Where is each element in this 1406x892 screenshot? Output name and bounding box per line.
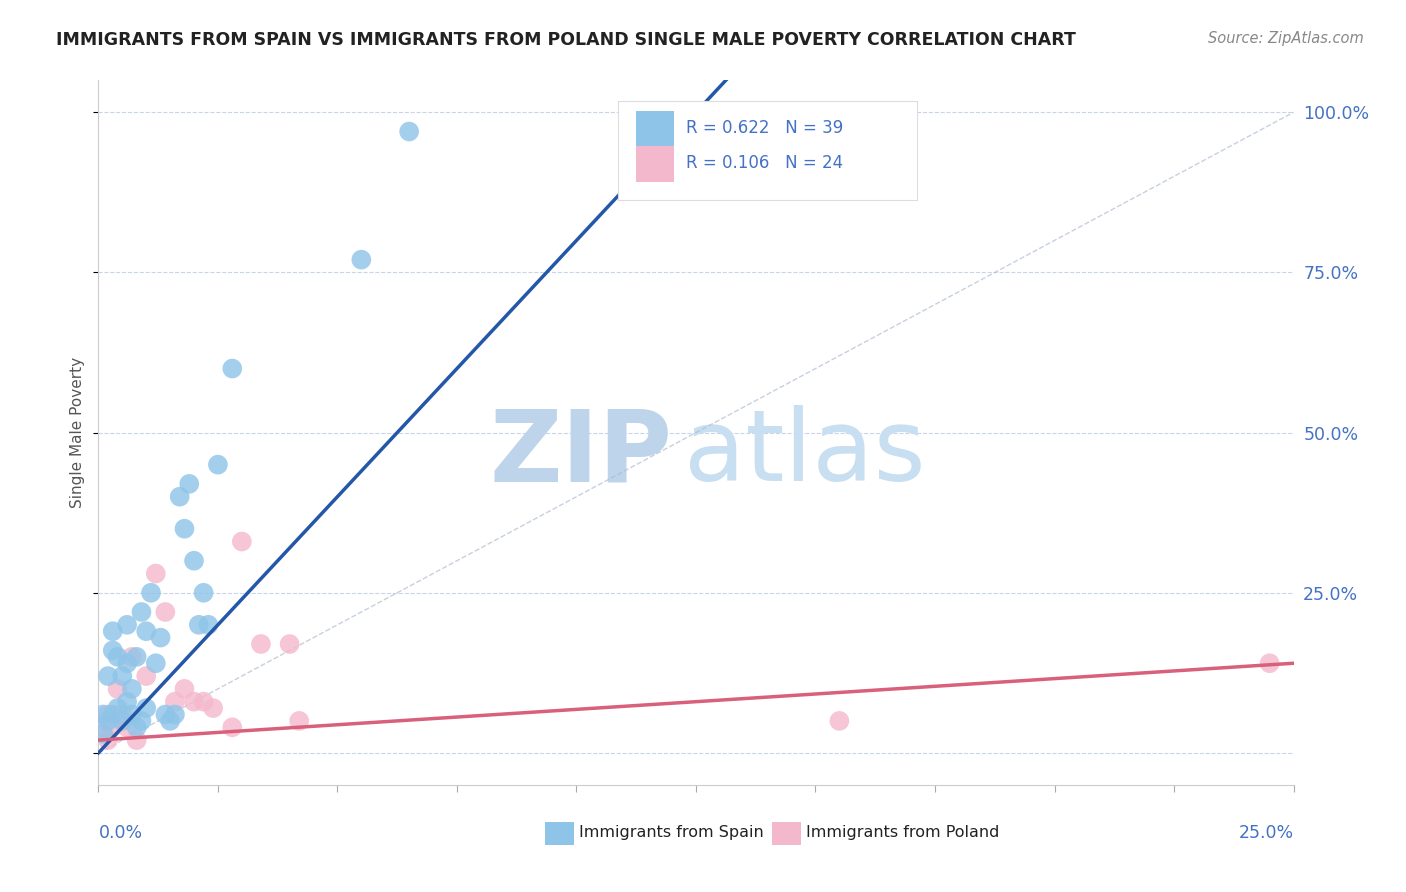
Point	[155, 605, 177, 619]
Point	[350, 252, 373, 267]
Point	[121, 681, 143, 696]
Text: Source: ZipAtlas.com: Source: ZipAtlas.com	[1208, 31, 1364, 46]
Point	[1258, 657, 1281, 671]
Point	[97, 669, 120, 683]
Point	[115, 657, 138, 671]
Point	[101, 720, 124, 734]
FancyBboxPatch shape	[619, 102, 917, 200]
Text: Immigrants from Spain: Immigrants from Spain	[579, 825, 763, 840]
Point	[173, 522, 195, 536]
Point	[97, 714, 120, 728]
FancyBboxPatch shape	[637, 111, 675, 147]
Point	[278, 637, 301, 651]
Point	[135, 669, 157, 683]
Point	[135, 624, 157, 639]
Point	[107, 681, 129, 696]
Text: R = 0.106   N = 24: R = 0.106 N = 24	[686, 154, 844, 172]
Text: R = 0.622   N = 39: R = 0.622 N = 39	[686, 120, 844, 137]
Point	[145, 566, 167, 581]
Point	[288, 714, 311, 728]
Point	[101, 624, 124, 639]
Point	[111, 714, 134, 728]
Point	[115, 695, 138, 709]
Point	[111, 669, 134, 683]
Point	[187, 617, 209, 632]
Point	[250, 637, 273, 651]
Y-axis label: Single Male Poverty: Single Male Poverty	[70, 357, 86, 508]
FancyBboxPatch shape	[546, 822, 574, 845]
Point	[173, 681, 195, 696]
Point	[231, 534, 253, 549]
Point	[207, 458, 229, 472]
Point	[163, 695, 186, 709]
Point	[159, 714, 181, 728]
Point	[115, 617, 138, 632]
Point	[163, 707, 186, 722]
Text: atlas: atlas	[685, 405, 925, 502]
Point	[183, 554, 205, 568]
Point	[193, 695, 215, 709]
Point	[202, 701, 225, 715]
Point	[91, 707, 114, 722]
Point	[91, 720, 114, 734]
Point	[111, 707, 134, 722]
Point	[125, 649, 148, 664]
Text: IMMIGRANTS FROM SPAIN VS IMMIGRANTS FROM POLAND SINGLE MALE POVERTY CORRELATION : IMMIGRANTS FROM SPAIN VS IMMIGRANTS FROM…	[56, 31, 1076, 49]
Point	[115, 720, 138, 734]
Point	[221, 361, 243, 376]
Point	[197, 617, 219, 632]
Point	[97, 707, 120, 722]
Point	[183, 695, 205, 709]
Point	[107, 649, 129, 664]
Point	[121, 649, 143, 664]
Point	[398, 124, 420, 138]
Point	[97, 733, 120, 747]
Point	[169, 490, 191, 504]
Text: 0.0%: 0.0%	[98, 823, 142, 842]
FancyBboxPatch shape	[772, 822, 801, 845]
Point	[828, 714, 851, 728]
Point	[193, 586, 215, 600]
Point	[131, 714, 153, 728]
Point	[91, 727, 114, 741]
Point	[101, 707, 124, 722]
Point	[221, 720, 243, 734]
Point	[179, 476, 201, 491]
Point	[145, 657, 167, 671]
Point	[121, 707, 143, 722]
Point	[139, 586, 162, 600]
Point	[125, 733, 148, 747]
Point	[125, 720, 148, 734]
Point	[149, 631, 172, 645]
FancyBboxPatch shape	[637, 145, 675, 183]
Text: ZIP: ZIP	[489, 405, 672, 502]
Point	[101, 643, 124, 657]
Text: Immigrants from Poland: Immigrants from Poland	[806, 825, 1000, 840]
Point	[135, 701, 157, 715]
Point	[107, 701, 129, 715]
Text: 25.0%: 25.0%	[1239, 823, 1294, 842]
Point	[131, 605, 153, 619]
Point	[155, 707, 177, 722]
